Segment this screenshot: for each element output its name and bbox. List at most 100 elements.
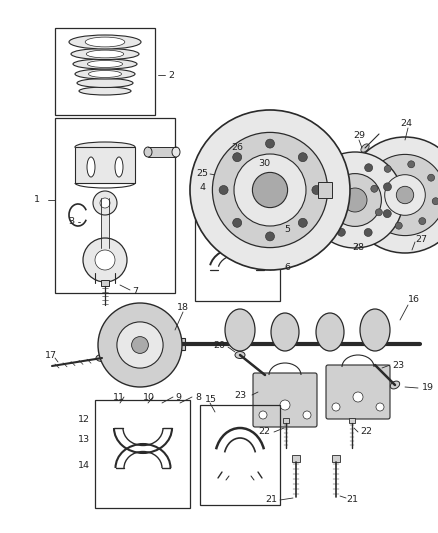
Text: 21: 21 bbox=[265, 496, 277, 505]
Circle shape bbox=[328, 174, 381, 227]
Circle shape bbox=[319, 182, 327, 190]
Circle shape bbox=[265, 139, 275, 148]
Circle shape bbox=[396, 187, 414, 204]
Text: 20: 20 bbox=[213, 341, 225, 350]
Circle shape bbox=[95, 250, 115, 270]
Circle shape bbox=[303, 411, 311, 419]
Circle shape bbox=[259, 411, 267, 419]
Ellipse shape bbox=[316, 313, 344, 351]
Ellipse shape bbox=[88, 70, 121, 77]
Text: 21: 21 bbox=[346, 496, 358, 505]
Ellipse shape bbox=[88, 61, 123, 68]
Circle shape bbox=[364, 155, 438, 236]
Circle shape bbox=[427, 174, 434, 181]
Circle shape bbox=[318, 209, 327, 217]
Ellipse shape bbox=[77, 78, 133, 87]
Bar bbox=[101, 198, 109, 248]
Ellipse shape bbox=[271, 313, 299, 351]
Circle shape bbox=[343, 188, 367, 212]
Text: 26: 26 bbox=[231, 143, 243, 152]
Ellipse shape bbox=[115, 157, 123, 177]
Ellipse shape bbox=[360, 309, 390, 351]
Text: 1: 1 bbox=[34, 196, 40, 205]
Circle shape bbox=[384, 165, 391, 172]
Text: 4: 4 bbox=[200, 183, 206, 192]
Bar bbox=[349, 418, 355, 423]
Circle shape bbox=[131, 337, 148, 353]
Circle shape bbox=[371, 185, 378, 192]
Text: 8: 8 bbox=[195, 392, 201, 401]
Bar bbox=[55, 118, 175, 293]
Text: 15: 15 bbox=[205, 395, 217, 405]
Bar bbox=[318, 182, 332, 198]
Ellipse shape bbox=[361, 144, 369, 152]
Ellipse shape bbox=[87, 157, 95, 177]
Ellipse shape bbox=[235, 351, 245, 359]
Text: 11: 11 bbox=[113, 392, 125, 401]
Ellipse shape bbox=[225, 309, 255, 351]
Text: 29: 29 bbox=[353, 132, 365, 141]
Circle shape bbox=[265, 232, 275, 241]
Circle shape bbox=[353, 392, 363, 402]
Bar bbox=[195, 193, 280, 301]
Circle shape bbox=[395, 222, 402, 229]
Ellipse shape bbox=[96, 354, 108, 361]
Text: 27: 27 bbox=[415, 236, 427, 245]
Text: 14: 14 bbox=[78, 461, 90, 470]
Circle shape bbox=[252, 172, 288, 207]
Circle shape bbox=[376, 403, 384, 411]
Ellipse shape bbox=[69, 35, 141, 49]
Circle shape bbox=[190, 110, 350, 270]
Text: 23: 23 bbox=[234, 391, 246, 400]
Text: 9: 9 bbox=[175, 392, 181, 401]
Circle shape bbox=[232, 160, 242, 170]
Text: 2: 2 bbox=[168, 70, 174, 79]
Bar bbox=[283, 418, 289, 423]
Circle shape bbox=[298, 219, 307, 227]
Ellipse shape bbox=[85, 37, 125, 47]
Text: 30: 30 bbox=[258, 159, 270, 168]
Ellipse shape bbox=[73, 59, 137, 69]
Bar bbox=[95, 400, 190, 508]
Text: 19: 19 bbox=[422, 384, 434, 392]
Circle shape bbox=[307, 152, 403, 248]
Circle shape bbox=[364, 229, 372, 237]
Bar bbox=[148, 147, 176, 157]
Circle shape bbox=[98, 303, 182, 387]
Ellipse shape bbox=[144, 147, 152, 157]
Circle shape bbox=[408, 161, 415, 168]
Circle shape bbox=[233, 219, 242, 227]
Text: 3: 3 bbox=[68, 217, 74, 227]
Circle shape bbox=[337, 228, 345, 236]
Text: 23: 23 bbox=[392, 360, 404, 369]
Ellipse shape bbox=[86, 50, 124, 58]
Bar bbox=[55, 28, 155, 115]
Circle shape bbox=[100, 198, 110, 208]
Circle shape bbox=[432, 198, 438, 205]
Text: 25: 25 bbox=[196, 169, 208, 179]
Circle shape bbox=[93, 191, 117, 215]
Circle shape bbox=[219, 185, 228, 195]
Circle shape bbox=[233, 152, 242, 161]
Bar bbox=[332, 455, 340, 462]
Text: 5: 5 bbox=[284, 225, 290, 235]
FancyBboxPatch shape bbox=[326, 365, 390, 419]
Circle shape bbox=[83, 238, 127, 282]
Text: 17: 17 bbox=[45, 351, 57, 359]
Text: 24: 24 bbox=[400, 119, 412, 128]
Text: 10: 10 bbox=[143, 392, 155, 401]
Ellipse shape bbox=[390, 381, 399, 389]
Circle shape bbox=[365, 164, 373, 172]
Circle shape bbox=[383, 209, 391, 217]
Circle shape bbox=[212, 132, 328, 248]
Text: 22: 22 bbox=[258, 427, 270, 437]
Circle shape bbox=[385, 175, 425, 215]
Bar bbox=[292, 455, 300, 462]
Ellipse shape bbox=[172, 147, 180, 157]
Bar bbox=[165, 338, 185, 350]
Bar bbox=[75, 147, 135, 183]
Bar bbox=[200, 405, 280, 505]
Circle shape bbox=[332, 403, 340, 411]
Text: 13: 13 bbox=[78, 435, 90, 445]
FancyBboxPatch shape bbox=[253, 373, 317, 427]
